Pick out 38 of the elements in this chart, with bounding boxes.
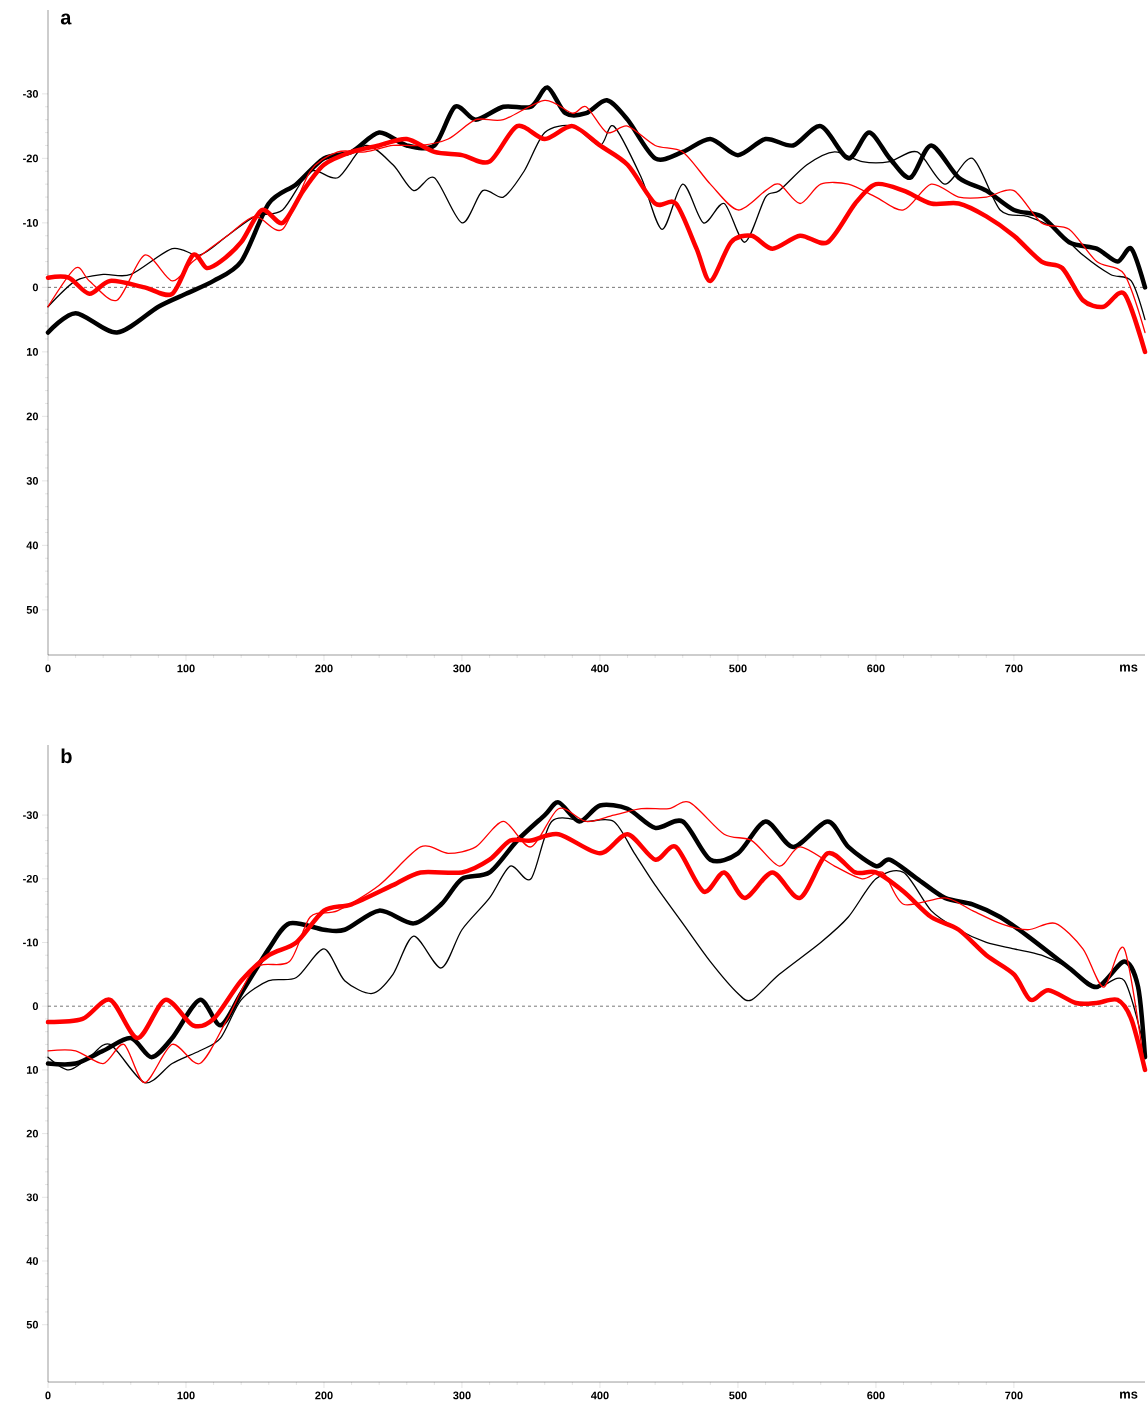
y-tick-label: -10	[23, 219, 39, 227]
y-tick-label: 50	[26, 1320, 39, 1329]
y-tick-label: 50	[26, 606, 39, 614]
y-tick-label: -10	[23, 938, 39, 947]
x-tick-label: 700	[1005, 1391, 1023, 1400]
y-tick-label: 30	[26, 476, 39, 485]
x-tick-label: 700	[1005, 664, 1023, 673]
y-tick-label: 10	[26, 1066, 39, 1074]
y-tick-label: 0	[32, 283, 39, 292]
y-tick-label: 10	[26, 348, 39, 356]
y-tick-label: 20	[26, 1129, 39, 1138]
x-tick-label: 100	[177, 1391, 195, 1400]
y-tick-label: 30	[26, 1193, 39, 1202]
x-tick-label: 200	[315, 1391, 333, 1400]
y-tick-label: 0	[32, 1002, 39, 1011]
x-tick-label: 200	[315, 664, 333, 673]
y-tick-label: 40	[26, 1257, 39, 1265]
x-tick-label: 400	[590, 1391, 609, 1400]
y-tick-label: -20	[23, 154, 39, 163]
y-tick-label: 40	[26, 541, 39, 550]
y-tick-label: 20	[26, 412, 39, 421]
x-tick-label: 600	[867, 1391, 885, 1400]
x-tick-label: 300	[453, 1391, 471, 1400]
y-tick-label: -20	[23, 874, 39, 883]
x-tick-label: 100	[177, 664, 195, 673]
x-tick-label: 0	[45, 664, 51, 673]
x-tick-label: 400	[590, 664, 609, 673]
x-tick-label: 500	[729, 664, 747, 673]
chart-title: b	[61, 748, 72, 764]
x-tick-label: 500	[729, 1391, 747, 1400]
x-tick-label: 300	[453, 664, 471, 673]
x-tick-label: 600	[867, 664, 885, 673]
x-axis-title: ms	[1120, 1391, 1138, 1399]
y-tick-label: -30	[23, 89, 39, 98]
x-tick-label: 0	[45, 1391, 51, 1400]
x-axis-title: ms	[1120, 664, 1138, 672]
chart-title: a	[60, 13, 72, 25]
y-tick-label: -30	[23, 811, 39, 819]
